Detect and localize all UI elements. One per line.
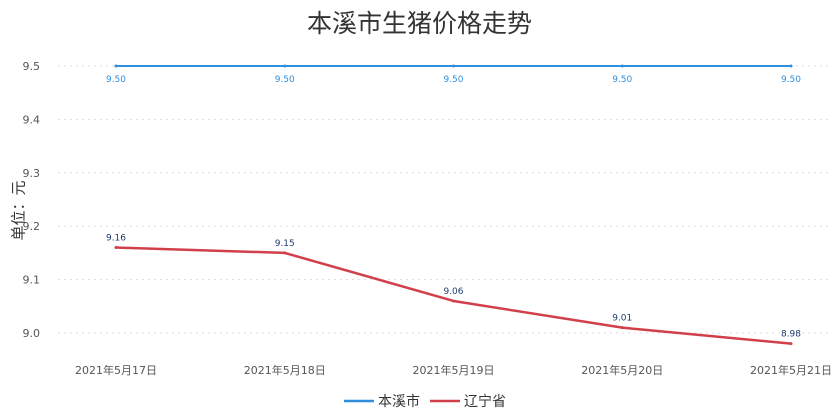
y-tick-label: 9.0 (23, 327, 41, 340)
data-label: 9.50 (275, 75, 295, 85)
data-point (620, 326, 624, 330)
x-tick-label: 2021年5月17日 (75, 363, 157, 377)
y-tick-label: 9.5 (23, 60, 41, 73)
data-point (114, 246, 118, 250)
y-tick-label: 9.4 (23, 113, 41, 126)
data-point (283, 251, 287, 255)
x-tick-label: 2021年5月18日 (244, 363, 326, 377)
data-point (452, 299, 455, 303)
data-label: 9.50 (106, 75, 126, 85)
legend-label: 本溪市 (378, 393, 420, 410)
data-point (789, 64, 793, 68)
data-point (789, 342, 793, 346)
data-point (114, 64, 118, 68)
data-point (452, 64, 455, 68)
data-label: 9.06 (443, 287, 463, 297)
y-tick-label: 9.3 (23, 167, 41, 180)
x-tick-label: 2021年5月21日 (750, 363, 832, 377)
data-label: 9.50 (443, 75, 463, 85)
data-point (283, 64, 287, 68)
x-tick-label: 2021年5月19日 (413, 363, 495, 377)
legend-label: 辽宁省 (464, 393, 506, 410)
data-label: 9.16 (106, 234, 126, 244)
data-label: 9.01 (612, 314, 632, 324)
data-label: 9.50 (612, 75, 632, 85)
data-label: 9.50 (781, 75, 801, 85)
data-label: 9.15 (275, 239, 295, 249)
data-point (620, 64, 624, 68)
y-tick-label: 9.2 (23, 220, 41, 233)
data-label: 8.98 (781, 330, 801, 340)
y-tick-label: 9.1 (23, 274, 41, 287)
x-tick-label: 2021年5月20日 (581, 363, 663, 377)
chart-title: 本溪市生猪价格走势 (306, 9, 532, 38)
